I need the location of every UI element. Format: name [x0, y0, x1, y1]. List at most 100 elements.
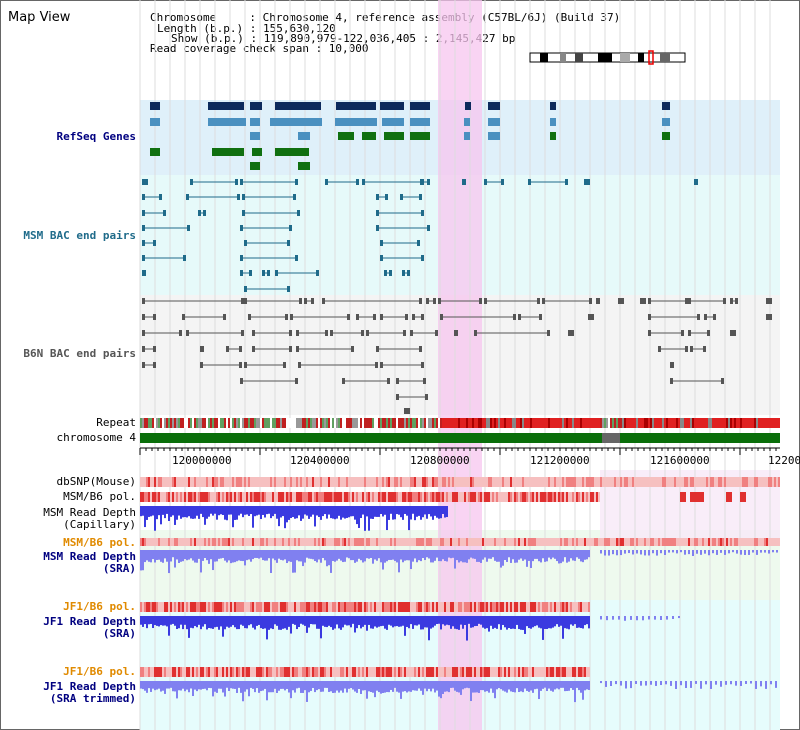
polymorphism-cell: [580, 492, 582, 502]
polymorphism-cell: [214, 538, 216, 546]
polymorphism-cell: [300, 538, 302, 546]
track-label-msm-bac[interactable]: MSM BAC end pairs: [23, 229, 136, 242]
read-depth-bar: [356, 681, 358, 693]
bac-end: [182, 314, 185, 320]
read-depth-bar: [222, 616, 224, 637]
polymorphism-cell: [390, 477, 392, 487]
polymorphism-cell: [584, 492, 586, 502]
polymorphism-cell: [154, 477, 156, 487]
read-depth-bar: [258, 550, 260, 559]
polymorphism-cell: [186, 667, 188, 677]
read-depth-bar: [214, 506, 216, 514]
read-depth-bar: [246, 506, 248, 515]
polymorphism-cell: [422, 538, 424, 546]
polymorphism-cell: [538, 667, 540, 677]
polymorphism-cell: [550, 477, 552, 487]
bac-end: [142, 210, 145, 216]
read-depth-bar: [770, 681, 772, 685]
polymorphism-cell: [500, 602, 502, 612]
axis-tick-label: 121600000: [650, 454, 710, 467]
bac-end: [242, 210, 245, 216]
polymorphism-cell: [584, 477, 586, 487]
repeat-segment: [454, 418, 456, 428]
read-depth-bar: [494, 616, 496, 628]
polymorphism-cell: [714, 538, 716, 546]
polymorphism-cell: [688, 538, 690, 546]
polymorphism-cell: [388, 538, 390, 546]
polymorphism-cell: [558, 602, 560, 612]
read-depth-bar: [712, 550, 714, 554]
bac-end: [421, 210, 424, 216]
bac-end: [571, 330, 574, 336]
repeat-segment: [468, 418, 470, 428]
polymorphism-cell: [508, 602, 510, 612]
read-depth-bar: [274, 550, 276, 561]
read-depth-bar: [675, 681, 677, 689]
track-label-b6n-bac[interactable]: B6N BAC end pairs: [23, 347, 136, 360]
read-depth-bar: [208, 681, 210, 688]
polymorphism-cell: [492, 538, 494, 546]
repeat-segment: [448, 418, 450, 428]
repeat-segment: [156, 418, 158, 428]
read-depth-bar: [456, 616, 458, 630]
polymorphism-cell: [386, 602, 388, 612]
polymorphism-cell: [588, 602, 590, 612]
polymorphism-cell: [264, 602, 266, 612]
polymorphism-cell: [146, 602, 148, 612]
polymorphism-cell: [492, 492, 494, 502]
repeat-segment: [660, 418, 662, 428]
polymorphism-cell: [288, 538, 290, 546]
read-depth-bar: [504, 550, 506, 560]
repeat-segment: [554, 418, 556, 428]
bac-end: [542, 298, 545, 304]
read-depth-bar: [648, 550, 650, 556]
read-depth-bar: [586, 681, 588, 690]
read-depth-bar: [582, 681, 584, 700]
read-depth-bar: [382, 681, 384, 693]
polymorphism-cell: [178, 477, 180, 487]
polymorphism-cell: [294, 667, 296, 677]
read-depth-bar: [322, 506, 324, 517]
read-depth-bar: [474, 616, 476, 627]
read-depth-bar: [204, 506, 206, 525]
read-depth-bar: [444, 550, 446, 561]
bac-end: [380, 255, 383, 261]
polymorphism-cell: [520, 602, 522, 612]
read-depth-bar: [230, 616, 232, 627]
read-depth-bar: [408, 616, 410, 629]
polymorphism-cell: [500, 667, 502, 677]
repeat-segment: [446, 418, 448, 428]
track-label-refseq[interactable]: RefSeq Genes: [56, 130, 136, 143]
read-depth-bar: [170, 506, 172, 517]
polymorphism-cell: [308, 602, 310, 612]
polymorphism-cell: [388, 477, 390, 487]
read-depth-bar: [174, 616, 176, 626]
read-depth-bar: [250, 506, 252, 515]
polymorphism-cell: [586, 602, 588, 612]
repeat-segment: [316, 418, 318, 428]
polymorphism-cell: [684, 538, 686, 546]
read-depth-bar: [512, 616, 514, 629]
polymorphism-cell: [404, 477, 406, 487]
repeat-segment: [208, 418, 210, 428]
read-depth-bar: [434, 681, 436, 693]
polymorphism-cell: [540, 477, 542, 487]
polymorphism-cell: [412, 477, 414, 487]
read-depth-bar: [576, 550, 578, 558]
read-depth-bar: [262, 681, 264, 691]
read-depth-bar: [324, 550, 326, 561]
polymorphism-cell: [776, 477, 778, 487]
repeat-segment: [412, 418, 414, 428]
bac-end: [304, 298, 307, 304]
polymorphism-cell: [158, 667, 160, 677]
polymorphism-cell: [410, 538, 412, 546]
repeat-segment: [338, 418, 340, 428]
repeat-segment: [228, 418, 230, 428]
polymorphism-cell: [190, 602, 192, 612]
polymorphism-cell: [276, 492, 278, 502]
read-depth-bar: [528, 616, 530, 629]
repeat-segment: [398, 418, 400, 428]
read-depth-bar: [486, 616, 488, 629]
read-depth-bar: [490, 550, 492, 559]
